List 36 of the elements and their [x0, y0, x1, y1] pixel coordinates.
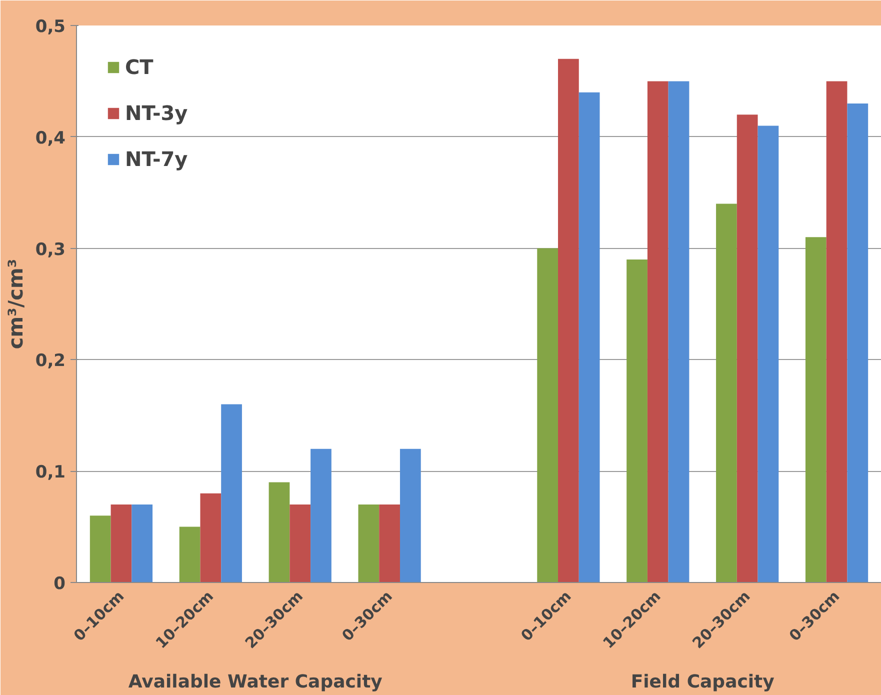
- bar: [758, 126, 779, 582]
- bar: [290, 504, 311, 582]
- y-tick-label: 0,5: [35, 17, 66, 37]
- bar: [847, 103, 868, 582]
- bar: [310, 448, 332, 582]
- bar: [558, 58, 579, 582]
- y-axis-title: cm³/cm³: [3, 258, 28, 350]
- legend-label: NT-7y: [125, 147, 188, 171]
- bar: [626, 259, 648, 582]
- bar: [200, 493, 222, 582]
- bar: [736, 114, 758, 582]
- bar: [268, 482, 290, 582]
- bar: [132, 504, 153, 582]
- bar: [668, 81, 690, 582]
- bar: [110, 504, 132, 582]
- bar: [716, 204, 737, 582]
- legend-label: CT: [125, 55, 154, 79]
- bar: [826, 81, 848, 582]
- legend-label: NT-3y: [125, 101, 188, 125]
- bar: [90, 516, 111, 582]
- bar: [537, 248, 558, 582]
- bar: [578, 92, 600, 582]
- y-tick-label: 0,2: [35, 351, 66, 372]
- bar: [647, 81, 668, 582]
- y-tick-label: 0,1: [35, 462, 66, 483]
- text: Field Capacity: [630, 672, 775, 692]
- y-tick-label: 0,4: [35, 128, 66, 148]
- bar: [221, 404, 242, 582]
- bar: [358, 504, 380, 582]
- text: Available Water Capacity: [128, 672, 383, 692]
- bar: [379, 504, 400, 582]
- y-tick-label: 0: [54, 574, 66, 594]
- bar: [179, 526, 200, 582]
- bar: [400, 448, 421, 582]
- y-tick-label: 0,3: [35, 240, 66, 260]
- bar: [805, 237, 826, 582]
